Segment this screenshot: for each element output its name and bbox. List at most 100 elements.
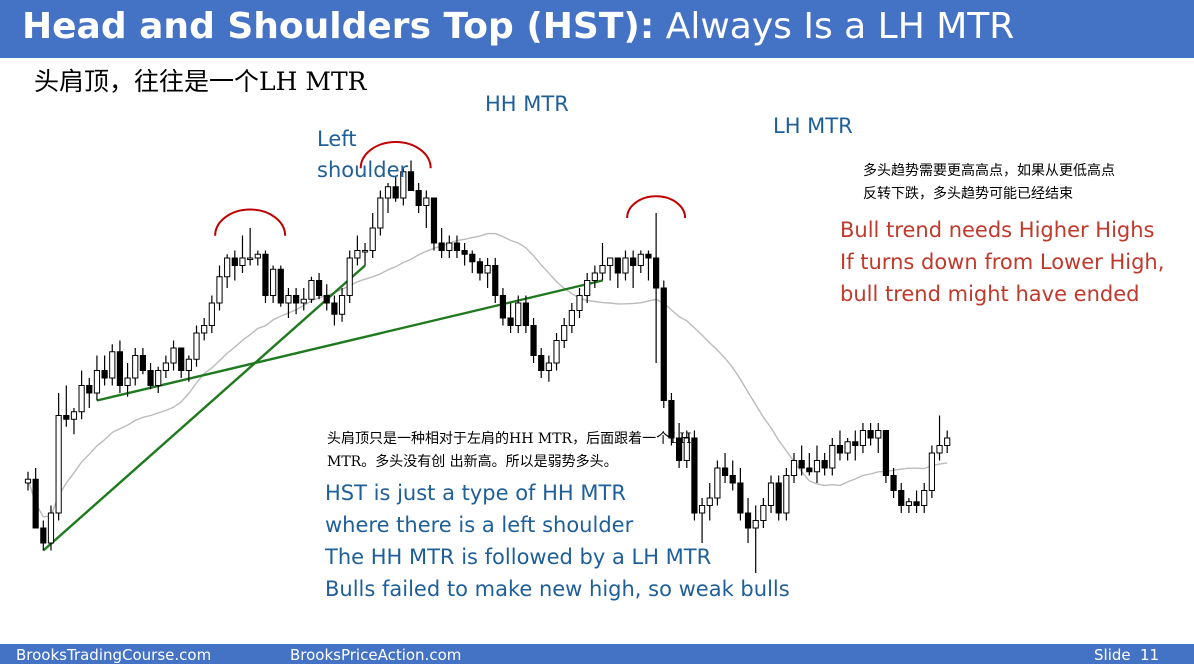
candle-body [882,430,890,476]
candle [599,243,606,281]
candle [515,295,522,333]
candle-body [438,242,445,251]
candle-body [323,295,330,304]
footer-site-2[interactable]: BrooksPriceAction.com [290,646,462,664]
candle-body [645,253,652,259]
candle-body [875,430,882,439]
candle-body [476,261,484,274]
right-note-en-line1: Bull trend needs Higher Highs [840,218,1155,242]
candle [821,453,828,476]
candle [331,295,338,326]
candle-body [484,265,491,274]
candle-body [40,527,47,544]
candle [70,408,78,435]
candle [361,243,369,266]
candle [913,490,920,513]
candle [101,355,108,386]
candle-body [32,478,39,529]
candle-body [614,257,621,274]
candle [239,235,246,273]
candle-body [469,253,476,263]
candle [492,258,499,303]
candle-body [698,505,706,514]
candle-body [407,171,415,191]
candle [415,183,422,213]
pattern-arc [214,208,287,236]
candle-body [415,190,422,206]
candle [323,284,330,311]
candle-body [928,452,935,491]
candle [645,250,652,281]
candle [928,445,935,498]
candle [737,468,744,521]
candle [875,423,882,453]
candle [760,498,767,528]
candle [921,483,928,513]
candle [32,468,39,529]
candle-body [377,197,384,229]
candle-body [553,340,560,364]
candle-body [63,415,70,420]
right-note-en-line3: bull trend might have ended [840,282,1140,306]
footer-site-1[interactable]: BrooksTradingCourse.com [16,646,212,664]
candle [170,340,177,371]
bottom-note-en-line3: The HH MTR is followed by a LH MTR [325,545,712,569]
candle-body [346,257,353,296]
candle-body [354,250,361,259]
candle [507,303,514,333]
candle [553,333,560,371]
candle [729,460,736,491]
candle-body [729,475,736,484]
candle-body [905,501,912,506]
candle [752,505,759,573]
candle [285,288,292,318]
candle-body [446,242,453,251]
candle [315,273,323,300]
candle-body [384,186,392,199]
candle-body [423,197,430,206]
candle-body [139,355,147,371]
candle [446,235,453,258]
slide-title: Head and Shoulders Top (HST): Always Is … [22,6,1014,47]
candle [630,250,637,288]
candle [193,325,200,367]
candle [714,460,721,506]
candle-body [239,257,246,266]
candle [308,276,315,303]
candle [277,265,284,307]
pattern-arcs [214,141,687,236]
candle-body [86,385,93,394]
candle-body [262,253,269,296]
candle-body [277,268,284,304]
candle [568,303,575,333]
bottom-note-en-line4: Bulls failed to make new high, so weak b… [325,577,790,601]
candle-body [944,437,951,446]
candle [86,378,93,408]
candle [530,318,537,363]
candle-body [124,377,131,386]
candle-body [47,512,55,544]
candle [660,280,667,408]
candle-body [300,298,307,304]
candle-body [55,415,62,514]
candle-body [369,227,376,251]
candle-body [132,355,139,379]
candle [384,183,392,213]
candle-body [890,475,897,491]
candle-body [668,400,675,439]
candle-body [859,430,867,446]
candle [484,258,491,288]
candle [55,393,62,521]
candle [806,453,813,476]
candle [400,168,407,206]
candle-body [499,295,507,319]
candle [155,366,162,393]
candle-body [507,317,514,326]
candle [369,213,376,258]
candle-body [522,302,529,326]
candle-body [607,257,614,266]
candle-body [70,411,78,420]
candle-body [308,280,315,300]
candle [476,258,484,281]
